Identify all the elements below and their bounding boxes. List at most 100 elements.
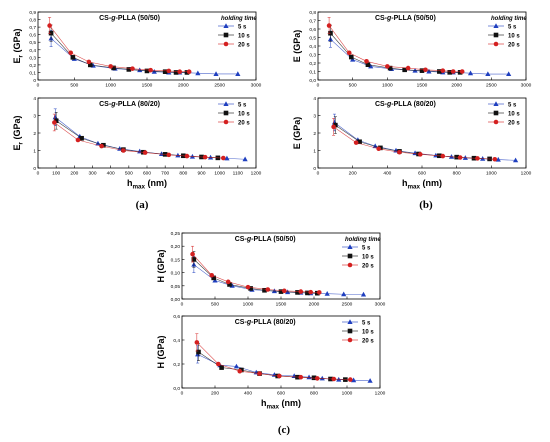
data-point (186, 69, 192, 74)
legend-label: 5 s (508, 103, 517, 109)
y-tick-label: 0,0 (173, 386, 180, 392)
x-tick-label: 600 (143, 171, 151, 177)
data-point (341, 291, 347, 297)
data-point (315, 376, 320, 381)
data-point (298, 289, 304, 294)
data-point (385, 64, 390, 69)
y-tick-label: 0,6 (173, 314, 180, 320)
legend-label: 20 s (362, 339, 374, 345)
data-point (162, 69, 168, 74)
panel-label-a: (a) (136, 199, 149, 211)
data-point (245, 284, 251, 290)
data-point (224, 155, 230, 161)
y-tick-label: 0,4 (309, 44, 316, 50)
data-point (277, 373, 282, 379)
subplot-c-bottom: 0,0 0,2 0,4 0,6 0 200 400 600 800 1000 1200 H (GPa)… (156, 314, 386, 411)
legend-marker (223, 110, 229, 116)
x-tick-label: 1000 (342, 391, 353, 397)
y-tick-label: 0 (33, 78, 36, 84)
data-point (278, 289, 284, 294)
data-point (148, 67, 153, 73)
data-point (95, 140, 101, 146)
legend-label: 10 s (238, 112, 250, 118)
data-point (68, 50, 73, 56)
y-tick-label: 0,10 (171, 271, 181, 277)
x-axis-title: hmax (nm) (127, 178, 167, 191)
data-point (262, 287, 267, 293)
plot-title: CS-g-PLLA (50/50) (375, 15, 436, 22)
legend-label: 10 s (362, 255, 374, 261)
subplot-b-bottom: 0 1 2 3 4 0 200 400 600 800 1000 1200 E (GPa) hmax (n… (292, 96, 532, 191)
x-axis-title: hmax (nm) (261, 398, 301, 411)
data-point (190, 251, 195, 257)
data-point (52, 114, 58, 120)
data-point (324, 291, 330, 296)
data-point (142, 150, 148, 155)
y-tick-label: 0,4 (173, 338, 180, 344)
data-point (437, 69, 442, 74)
legend-marker (347, 319, 353, 324)
data-point (209, 272, 214, 278)
y-tick-label: 0,20 (171, 244, 181, 250)
data-point (79, 135, 84, 141)
data-point (75, 137, 81, 143)
x-tick-label: 1500 (276, 302, 287, 308)
data-point (144, 68, 150, 74)
x-tick-label: 0 (317, 171, 320, 177)
legend-label: 5 s (362, 321, 371, 327)
data-point (467, 70, 474, 76)
data-point (423, 67, 428, 73)
data-point (130, 66, 135, 71)
data-point (235, 71, 241, 76)
y-axis-title: E (GPa) (292, 117, 302, 150)
y-tick-label: 0,2 (173, 362, 180, 368)
y-tick-label: 0,9 (29, 10, 36, 16)
x-tick-label: 0 (181, 391, 184, 397)
series-line (50, 38, 238, 75)
data-point (440, 153, 446, 159)
data-point (221, 155, 226, 161)
panel-b: 0,0 0,1 0,2 0,3 0,4 0,5 0,6 0,7 0,8 0 500 1000 1500 2… (292, 10, 532, 191)
series-line (328, 25, 463, 72)
x-tick-label: 600 (418, 171, 426, 177)
y-tick-label: 0,00 (171, 297, 181, 303)
data-point (331, 124, 336, 130)
data-point (295, 290, 300, 295)
y-tick-label: 0,3 (29, 55, 36, 61)
data-point (88, 62, 93, 68)
data-point (271, 288, 277, 294)
data-point (457, 155, 463, 160)
data-point (447, 70, 453, 75)
legend-title: holding time (491, 16, 527, 22)
x-tick-label: 3000 (251, 83, 262, 89)
legend-label: 10 s (362, 330, 374, 336)
x-tick-label: 700 (161, 171, 169, 177)
data-point (191, 257, 197, 262)
data-point (216, 361, 221, 367)
panel-c: 0,000,050,100,150,200,250 500 1000 1500 2000… (156, 231, 386, 411)
legend-marker (347, 337, 353, 343)
x-tick-label: 100 (52, 171, 60, 177)
data-point (196, 349, 201, 355)
data-point (353, 140, 359, 145)
data-point (405, 65, 411, 71)
x-tick-label: 800 (179, 171, 187, 177)
y-tick-label: 0,0 (309, 78, 316, 84)
legend-title: holding time (345, 237, 381, 243)
y-tick-label: 0,25 (171, 231, 181, 237)
data-point (485, 71, 491, 77)
y-tick-label: 0 (33, 166, 36, 172)
y-tick-label: 0,7 (309, 19, 316, 25)
plot-title: CS-g-PLLA (50/50) (99, 15, 160, 22)
x-tick-label: 1500 (142, 83, 153, 89)
plot-title: CS-g-PLLA (80/20) (375, 101, 436, 108)
data-point (351, 377, 357, 383)
y-tick-label: 2 (33, 131, 36, 137)
y-tick-label: 3 (313, 114, 316, 120)
x-tick-label: 1100 (233, 171, 244, 177)
data-point (257, 371, 262, 376)
data-point (242, 156, 248, 162)
legend-label: 20 s (238, 121, 250, 127)
y-tick-label: 0,5 (309, 36, 316, 42)
